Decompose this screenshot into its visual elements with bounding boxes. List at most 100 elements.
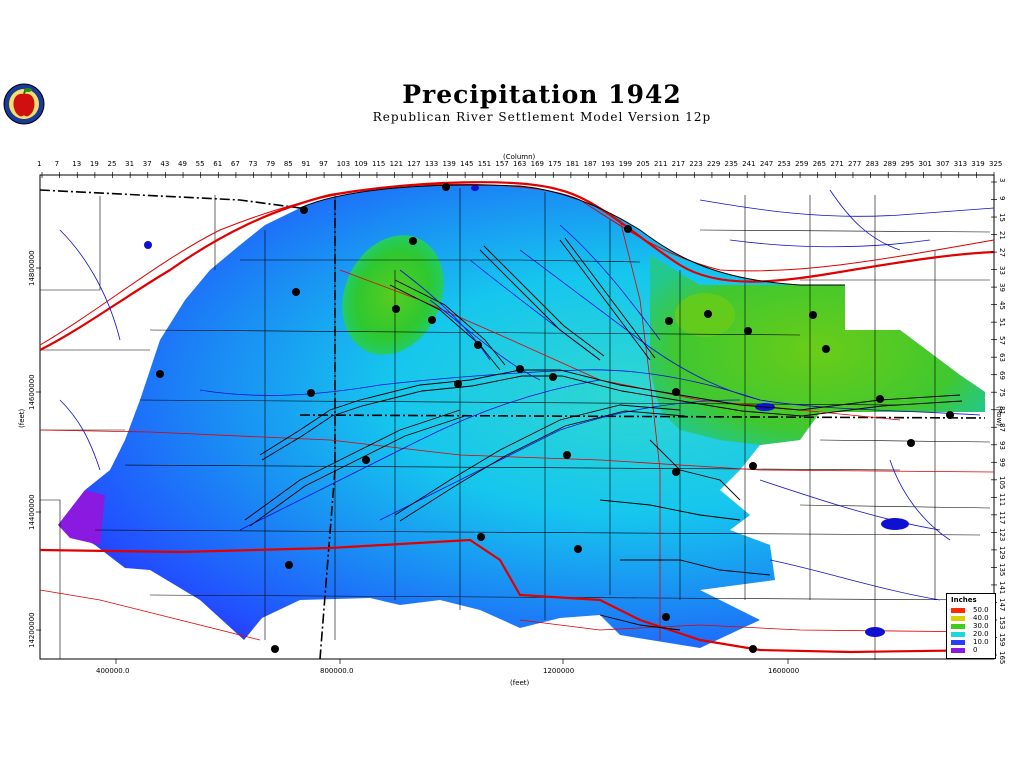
column-tick-label: 67 <box>230 160 240 168</box>
column-tick-label: 31 <box>125 160 135 168</box>
column-tick-label: 271 <box>830 160 844 168</box>
column-tick-label: 229 <box>706 160 721 168</box>
map-subtitle: Republican River Settlement Model Versio… <box>372 110 712 124</box>
station <box>624 225 632 233</box>
station <box>744 327 752 335</box>
legend-item: 20.0 <box>951 630 995 638</box>
column-tick-label: 25 <box>107 160 117 168</box>
x-tick-label: 1600000 <box>768 667 800 675</box>
row-tick-label: 87 <box>998 423 1006 433</box>
x-tick-label: 800000.0 <box>320 667 354 675</box>
station <box>307 389 315 397</box>
row-tick-label: 3 <box>998 178 1006 183</box>
row-tick-label: 81 <box>998 405 1006 415</box>
column-tick-label: 181 <box>565 160 580 168</box>
row-tick-label: 135 <box>998 563 1006 577</box>
row-tick-label: 33 <box>998 265 1006 275</box>
x-axis-label: (feet) <box>510 679 530 687</box>
station <box>907 439 915 447</box>
legend-title: Inches <box>951 596 977 604</box>
station <box>662 613 670 621</box>
station <box>672 468 680 476</box>
column-tick-label: 247 <box>759 160 774 168</box>
legend-item: 0 <box>951 646 995 654</box>
row-tick-label: 123 <box>998 528 1006 542</box>
row-tick-label: 45 <box>998 300 1006 310</box>
row-tick-label: 159 <box>998 633 1006 647</box>
column-tick-label: 301 <box>918 160 932 168</box>
row-tick-label: 165 <box>998 651 1006 665</box>
column-tick-label: 217 <box>671 160 686 168</box>
station <box>549 373 557 381</box>
legend-swatch <box>951 639 965 645</box>
row-tick-label: 117 <box>998 510 1006 525</box>
station <box>477 533 485 541</box>
column-tick-label: 73 <box>248 160 258 168</box>
legend: Inches 50.0 40.0 30.0 20.0 10.0 0 <box>946 593 996 659</box>
column-tick-label: 127 <box>407 160 421 168</box>
column-tick-label: 241 <box>742 160 756 168</box>
station <box>392 305 400 313</box>
row-tick-label: 69 <box>998 370 1006 380</box>
row-tick-label: 129 <box>998 545 1006 560</box>
y-tick-label: 14400000 <box>28 494 36 530</box>
column-tick-label: 79 <box>266 160 276 168</box>
station <box>362 456 370 464</box>
row-tick-label: 27 <box>998 248 1006 257</box>
station <box>156 370 164 378</box>
legend-value: 30.0 <box>973 622 989 630</box>
column-tick-label: 223 <box>689 160 703 168</box>
column-tick-label: 199 <box>618 160 633 168</box>
column-tick-label: 187 <box>583 160 597 168</box>
column-tick-label: 295 <box>900 160 915 168</box>
column-tick-label: 313 <box>953 160 968 168</box>
legend-swatch <box>951 631 965 637</box>
column-tick-label: 283 <box>865 160 879 168</box>
row-tick-label: 99 <box>998 458 1006 468</box>
weather-stations <box>156 183 954 653</box>
column-tick-label: 97 <box>319 160 328 168</box>
column-tick-label: 319 <box>971 160 985 168</box>
legend-value: 20.0 <box>973 630 989 638</box>
column-tick-label: 235 <box>724 160 738 168</box>
state-boundary <box>39 189 986 660</box>
row-tick-label: 63 <box>998 353 1006 363</box>
column-tick-label: 169 <box>530 160 544 168</box>
legend-swatch <box>951 647 965 653</box>
station <box>442 183 450 191</box>
legend-item: 40.0 <box>951 614 995 622</box>
column-tick-label: 37 <box>142 160 152 168</box>
legend-value: 50.0 <box>973 606 989 614</box>
station <box>474 341 482 349</box>
column-tick-label: 307 <box>936 160 950 168</box>
column-tick-label: 289 <box>883 160 897 168</box>
apple-logo-icon <box>2 80 46 128</box>
legend-swatch <box>951 615 965 621</box>
column-tick-label: 19 <box>89 160 99 168</box>
domain-outline <box>299 184 845 286</box>
column-tick-label: 121 <box>389 160 403 168</box>
column-tick-label: 133 <box>424 160 439 168</box>
station <box>876 395 884 403</box>
row-tick-label: 141 <box>998 580 1006 595</box>
row-tick-label: 51 <box>998 318 1006 328</box>
column-tick-label: 7 <box>54 160 60 168</box>
row-tick-label: 105 <box>998 475 1006 490</box>
legend-swatch <box>951 623 965 629</box>
column-tick-label: 259 <box>795 160 809 168</box>
row-tick-label: 111 <box>998 493 1006 507</box>
legend-value: 0 <box>973 646 978 654</box>
column-tick-label: 193 <box>601 160 615 168</box>
station <box>454 380 462 388</box>
y-tick-label: 14200000 <box>28 612 36 648</box>
column-tick-label: 211 <box>654 160 668 168</box>
column-tick-label: 55 <box>195 160 205 168</box>
legend-item: 30.0 <box>951 622 995 630</box>
column-tick-label: 175 <box>548 160 562 168</box>
row-tick-label: 153 <box>998 615 1006 630</box>
row-tick-label: 75 <box>998 388 1006 398</box>
station <box>704 310 712 318</box>
green-zone-north <box>342 235 444 355</box>
column-axis-label: (Column) <box>503 153 536 161</box>
